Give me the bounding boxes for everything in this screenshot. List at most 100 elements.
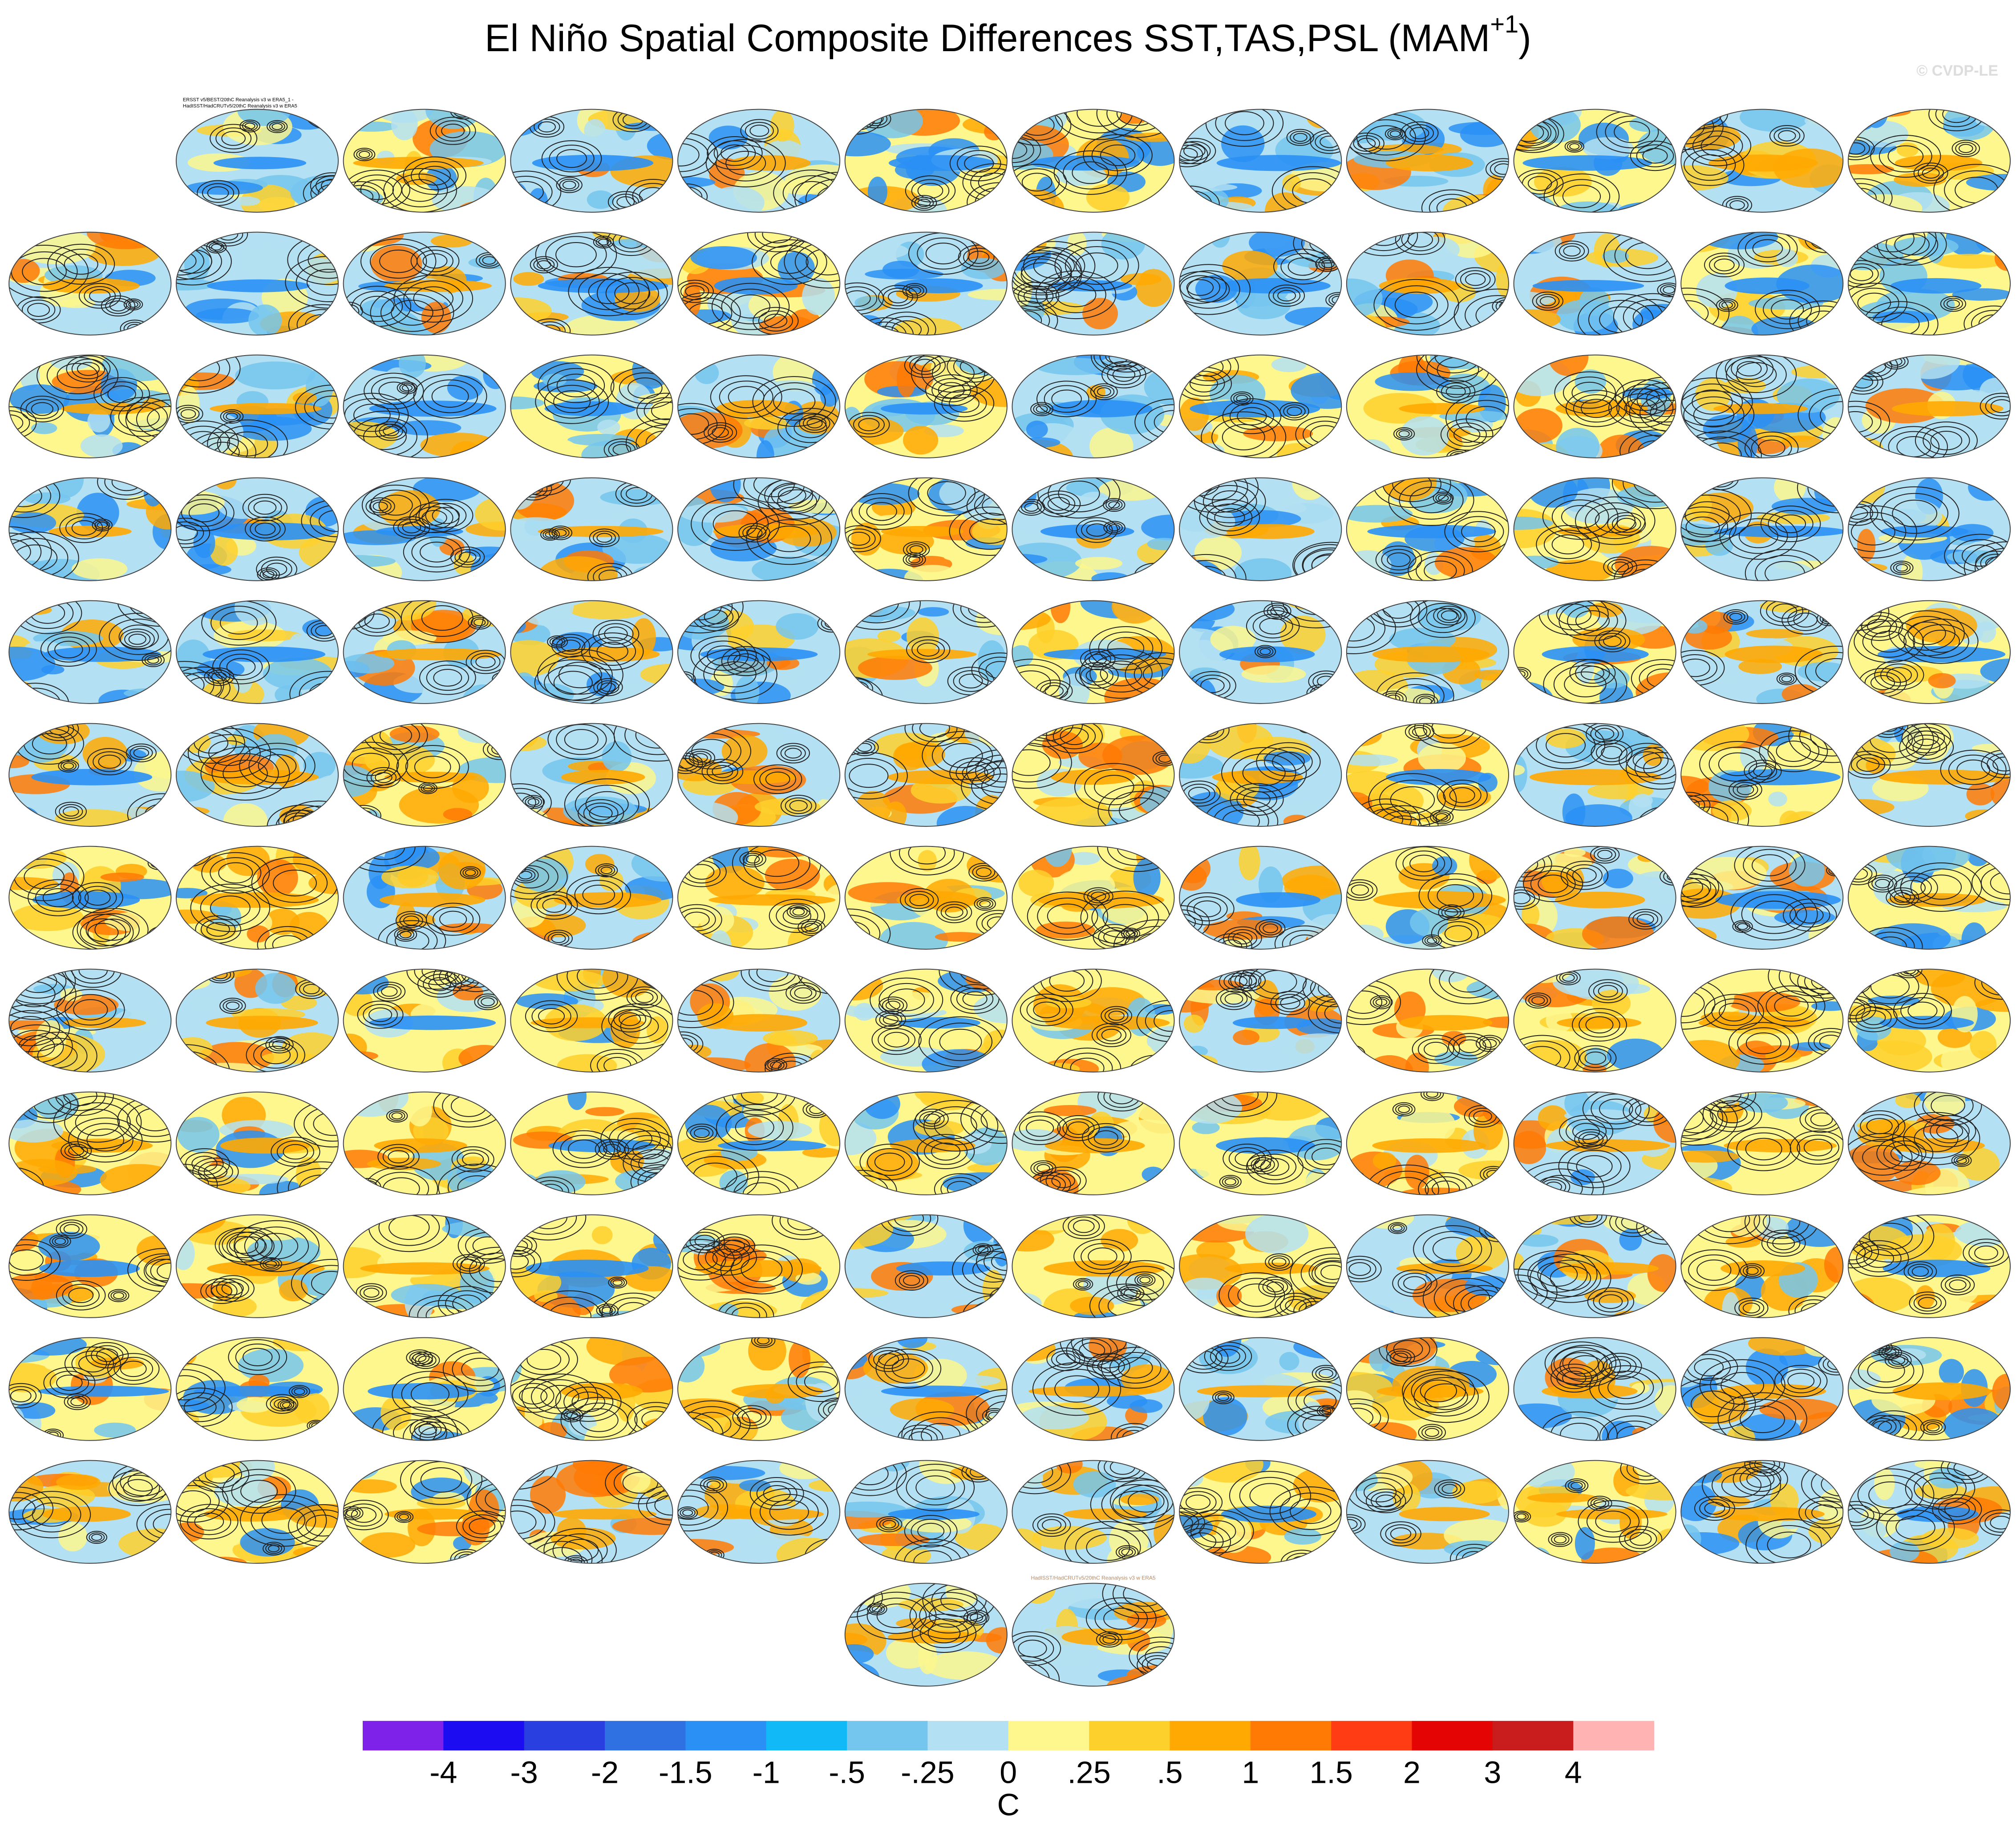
psl-contour — [208, 242, 224, 252]
map-anomaly — [928, 1298, 1005, 1318]
psl-contour — [1019, 1115, 1061, 1141]
psl-contour — [1543, 173, 1620, 212]
psl-contour — [1711, 998, 1757, 1026]
psl-contour — [413, 374, 487, 419]
psl-contour — [1211, 490, 1248, 513]
map-anomaly — [235, 361, 316, 389]
psl-contour — [556, 177, 583, 193]
psl-contour — [1393, 427, 1415, 441]
map-outline — [510, 354, 673, 458]
map-panel — [1179, 1214, 1342, 1318]
psl-contour — [1605, 115, 1659, 149]
psl-contour — [952, 600, 1007, 628]
psl-contour — [1614, 559, 1676, 581]
psl-contour — [1449, 787, 1475, 803]
psl-contour — [186, 938, 208, 949]
equatorial-band — [31, 769, 153, 785]
map-anomaly — [1582, 916, 1654, 949]
psl-contour — [1685, 516, 1720, 538]
map-field — [1012, 1092, 1174, 1195]
psl-contour — [1796, 907, 1824, 924]
psl-contour — [246, 1037, 305, 1072]
map-field — [510, 846, 673, 949]
map-field — [343, 355, 506, 458]
map-field — [1012, 109, 1174, 212]
psl-contour — [793, 417, 827, 438]
psl-contour — [144, 803, 171, 826]
map-anomaly — [1120, 273, 1162, 286]
psl-contour — [1572, 867, 1597, 883]
psl-contour — [1020, 993, 1073, 1026]
psl-contour — [1496, 109, 1509, 115]
psl-contour — [1558, 1144, 1631, 1188]
psl-contour — [707, 136, 763, 170]
psl-contour — [845, 678, 873, 700]
psl-contour — [1903, 618, 1979, 664]
map-panel — [844, 1091, 1008, 1195]
psl-contour — [1890, 560, 1914, 575]
psl-contour — [462, 867, 478, 878]
psl-contour — [770, 1061, 782, 1069]
map-anomaly — [263, 658, 333, 690]
psl-contour — [1103, 498, 1125, 512]
psl-contour — [1871, 877, 1894, 891]
map-anomaly — [1179, 600, 1201, 618]
psl-contour — [1107, 364, 1141, 385]
psl-contour — [534, 118, 560, 135]
psl-contour — [1270, 991, 1310, 1015]
map-anomaly — [105, 911, 171, 932]
psl-contour — [1350, 1174, 1360, 1180]
map-panel — [1346, 600, 1509, 704]
psl-contour — [377, 984, 402, 999]
psl-contour — [810, 478, 840, 491]
psl-contour — [1423, 1092, 1441, 1100]
psl-contour — [1075, 252, 1118, 279]
map-anomaly — [1012, 1227, 1055, 1252]
psl-contour — [906, 636, 951, 663]
psl-contour — [1599, 1294, 1623, 1309]
map-anomaly — [1583, 137, 1634, 159]
map-field — [678, 478, 840, 581]
map-anomaly — [569, 600, 648, 619]
psl-contour — [510, 1215, 587, 1241]
psl-contour — [785, 982, 821, 1004]
map-outline — [677, 846, 841, 950]
map-anomaly — [864, 1092, 900, 1119]
psl-contour — [1108, 501, 1120, 509]
map-field — [1179, 232, 1342, 335]
psl-contour — [1681, 511, 1729, 543]
psl-contour — [564, 729, 599, 750]
psl-contour — [1255, 1159, 1271, 1170]
psl-contour — [1179, 846, 1192, 853]
psl-contour — [1681, 109, 1692, 114]
psl-contour — [46, 356, 109, 394]
map-outline — [1680, 1091, 1844, 1195]
map-outline — [510, 600, 673, 704]
psl-contour — [147, 656, 159, 664]
psl-contour — [1634, 752, 1676, 785]
map-anomaly — [721, 735, 768, 768]
psl-contour — [1075, 662, 1119, 689]
psl-contour — [1027, 891, 1109, 941]
psl-contour — [1571, 381, 1607, 404]
psl-contour — [1012, 749, 1051, 776]
psl-contour — [510, 170, 562, 212]
map-anomaly — [1405, 1053, 1429, 1072]
psl-contour — [1914, 1125, 1959, 1152]
map-anomaly — [1265, 192, 1306, 212]
psl-contour — [470, 652, 501, 671]
psl-contour — [1514, 1058, 1542, 1072]
map-panel — [175, 231, 339, 336]
psl-contour — [1093, 1130, 1118, 1146]
psl-contour — [1940, 296, 1966, 312]
psl-contour — [313, 395, 339, 419]
map-anomaly — [1970, 1031, 1997, 1059]
psl-contour — [1482, 323, 1509, 335]
psl-contour — [845, 758, 899, 794]
psl-contour — [1719, 300, 1736, 311]
psl-contour — [1848, 1002, 1866, 1016]
map-anomaly — [389, 725, 440, 743]
psl-contour — [1635, 723, 1671, 738]
psl-contour — [1716, 298, 1738, 312]
psl-contour — [685, 285, 705, 298]
